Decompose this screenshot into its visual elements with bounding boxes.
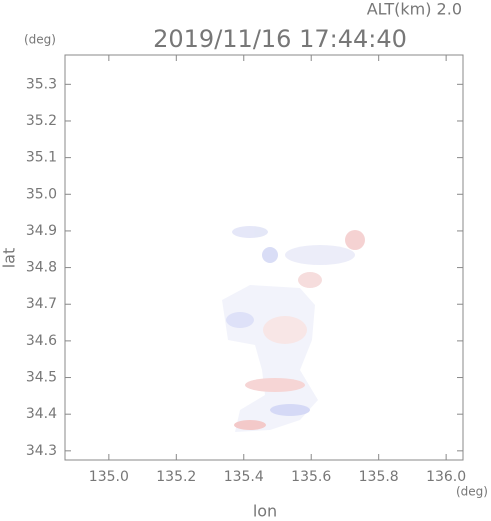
x-tick-label: 135.0 <box>89 469 129 485</box>
x-tick-label: 136.0 <box>426 469 466 485</box>
plot-frame <box>64 54 464 461</box>
y-tick-label: 35.2 <box>26 113 57 129</box>
y-tick-label: 34.3 <box>26 443 57 459</box>
y-tick-label: 34.4 <box>26 406 57 422</box>
x-tick-label: 135.8 <box>359 469 399 485</box>
y-tick-label: 35.1 <box>26 150 57 166</box>
x-tick-label: 135.6 <box>291 469 331 485</box>
x-tick-label: 135.4 <box>224 469 264 485</box>
y-tick-label: 34.9 <box>26 223 57 239</box>
chart-title: 2019/11/16 17:44:40 <box>153 25 407 53</box>
x-axis-label: lon <box>253 502 277 521</box>
y-tick-label: 34.7 <box>26 296 57 312</box>
radar-field <box>222 226 365 432</box>
y-tick-label: 35.3 <box>26 76 57 92</box>
x-tick-label: 135.2 <box>156 469 196 485</box>
subtitle: ALT(km) 2.0 <box>367 0 462 19</box>
x-unit: (deg) <box>456 485 488 499</box>
y-tick-label: 35.0 <box>26 186 57 202</box>
y-axis-label: lat <box>0 248 19 269</box>
y-tick-label: 34.8 <box>26 260 57 276</box>
y-tick-label: 34.5 <box>26 370 57 386</box>
y-tick-label: 34.6 <box>26 333 57 349</box>
y-unit: (deg) <box>24 33 56 47</box>
